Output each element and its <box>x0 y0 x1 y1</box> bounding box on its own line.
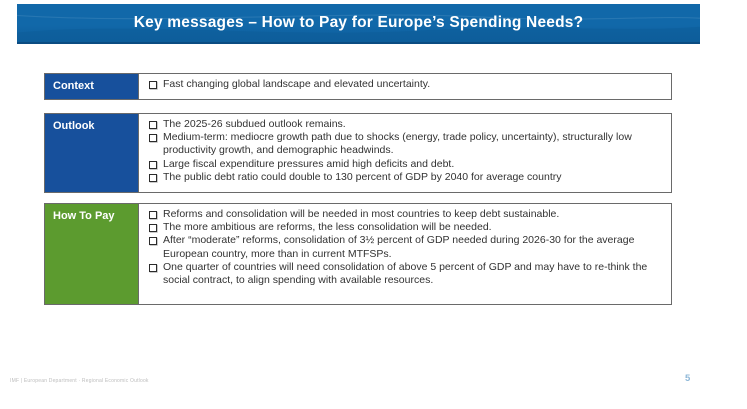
page-number: 5 <box>685 373 691 384</box>
bullet-item: One quarter of countries will need conso… <box>149 261 663 287</box>
row-content: Reforms and consolidation will be needed… <box>139 204 671 304</box>
bullet-item: Fast changing global landscape and eleva… <box>149 78 663 91</box>
banner-wave-decoration <box>17 14 700 42</box>
title-banner: Key messages – How to Pay for Europe’s S… <box>17 4 700 44</box>
bullet-item: Reforms and consolidation will be needed… <box>149 208 663 221</box>
bullet-square-icon <box>149 121 157 129</box>
row-label: How To Pay <box>45 204 139 304</box>
bullet-text: The 2025-26 subdued outlook remains. <box>163 118 346 130</box>
row-label: Context <box>45 74 139 99</box>
bullet-text: Fast changing global landscape and eleva… <box>163 78 431 90</box>
bullet-text: After “moderate” reforms, consolidation … <box>163 234 635 260</box>
bullet-item: The public debt ratio could double to 13… <box>149 171 663 184</box>
bullet-item: After “moderate” reforms, consolidation … <box>149 234 663 260</box>
row-label: Outlook <box>45 114 139 192</box>
bullet-square-icon <box>149 160 157 169</box>
bullet-text: Medium-term: mediocre growth path due to… <box>163 131 632 157</box>
bullet-square-icon <box>149 173 157 182</box>
bullet-item: Large fiscal expenditure pressures amid … <box>149 158 663 171</box>
bullet-text: Reforms and consolidation will be needed… <box>163 208 560 220</box>
bullet-square-icon <box>149 134 157 143</box>
message-row-context: Context Fast changing global landscape an… <box>44 73 672 100</box>
message-row-how-to-pay: How To Pay Reforms and consolidation will… <box>44 203 672 305</box>
bullet-item: The 2025-26 subdued outlook remains. <box>149 118 663 131</box>
row-content: The 2025-26 subdued outlook remains. Medi… <box>139 114 671 192</box>
bullet-item: Medium-term: mediocre growth path due to… <box>149 131 663 157</box>
bullet-square-icon <box>149 211 157 219</box>
bullet-text: One quarter of countries will need conso… <box>163 260 648 287</box>
bullet-square-icon <box>149 263 157 272</box>
bullet-square-icon <box>149 81 157 89</box>
message-row-outlook: Outlook The 2025-26 subdued outlook remai… <box>44 113 672 193</box>
slide-title: Key messages – How to Pay for Europe’s S… <box>133 14 584 31</box>
bullet-text: The public debt ratio could double to 13… <box>163 170 562 183</box>
row-content: Fast changing global landscape and eleva… <box>139 74 671 99</box>
bullet-square-icon <box>149 237 157 246</box>
bullet-square-icon <box>149 224 157 233</box>
bullet-text: The more ambitious are reforms, the less… <box>163 221 492 234</box>
bullet-item: The more ambitious are reforms, the less… <box>149 221 663 234</box>
bullet-text: Large fiscal expenditure pressures amid … <box>163 157 455 170</box>
footer-attribution: IMF | European Department · Regional Eco… <box>10 378 149 384</box>
